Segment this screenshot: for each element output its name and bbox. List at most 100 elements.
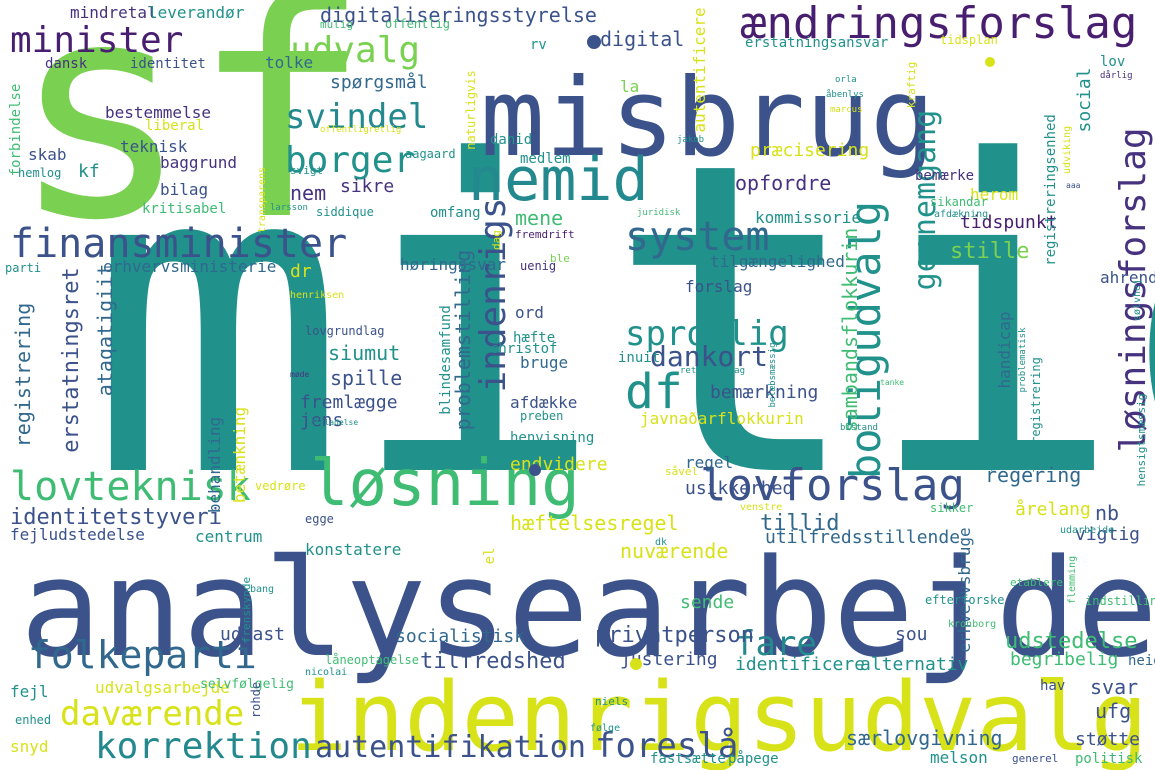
word-indenrigs: indenrigs [473,197,514,392]
word-mulig: mulig [320,18,353,31]
word-christof: christof [490,341,557,357]
word-etablere: etablere [1010,576,1063,589]
word-borger: borger [285,140,415,181]
word-udvalg: udvalg [290,30,420,71]
word-uenig: uenig [520,259,556,273]
word-nuværende: nuværende [620,539,728,563]
word-bemærkning: bemærkning [710,382,818,403]
word-teknisk: teknisk [120,137,188,156]
word-endvidere: endvidere [510,454,608,475]
word-dankort: dankort [650,340,768,373]
word-dk: dk [655,537,667,548]
word-rohde: rohde [249,682,263,718]
word-tillid: tillid [760,511,839,536]
word-vigtig: vigtig [1075,524,1140,545]
word-dag: dag [490,230,503,250]
word-autentifikation: autentifikation [315,730,586,765]
word-medlem: medlem [520,151,571,167]
word-låneoptagelse: låneoptagelse [325,653,419,667]
word-offentligretlig: offentligretlig [320,125,401,135]
word-spille: spille [330,366,402,390]
word-retsstilling: retsstilling [984,325,1005,455]
word-foreslå: foreslå [595,726,738,766]
word-kraftig: kraftig [905,62,918,108]
word-præcisering: præcisering [750,140,869,161]
word-bruge: bruge [520,353,568,372]
word-korrektion: korrektion [95,726,312,767]
word-henriksen: henriksen [290,290,344,301]
word-hav: hav [1040,678,1065,694]
word-df: df [625,364,683,420]
word-flemming: flemming [1067,556,1078,604]
word-danid: danid [490,132,532,148]
word-gennemgang: gennemgang [908,110,943,291]
word-marcus: marcus [830,105,863,115]
word-la: la [620,77,639,96]
word-indenrigsudvalg: indenrigsudvalg [290,663,1148,770]
word-hæftelsesregel: hæftelsesregel [510,511,679,535]
word-svindel: svindel [285,97,428,137]
word-påpege: påpege [728,750,779,767]
word-svigt: svigt [290,164,323,177]
word-dansk: dansk [45,56,88,72]
word-bang: bang [250,584,274,595]
word-lovgrundlag: lovgrundlag [305,324,384,338]
word-tanke: tanke [880,378,904,387]
word-mitid: mitid [88,72,1155,572]
word-snyd: snyd [10,737,49,756]
word-heidi: heidi [1128,653,1155,669]
word-lovforslag: lovforslag [700,460,965,511]
word-hensigtsmæssig: hensigtsmæssig [1135,394,1148,487]
word-ændringsforslag: ændringsforslag [740,0,1137,49]
word-møde: møde [290,370,309,379]
word-udkast: udkast [220,624,285,645]
word-svar: svar [1090,675,1138,699]
word-liberal: liberal [145,118,204,134]
word-løsningsforslag: løsningsforslag [1113,127,1154,452]
word-sikandar: sikandar [930,195,988,209]
word-tilgængelighed: tilgængelighed [710,252,845,271]
word-identitetstyveri: identitetstyveri [10,505,222,530]
word-lovteknisk: lovteknisk [10,464,251,510]
dot-mark-2 [985,57,995,67]
word-socialistisk: socialistisk [395,626,525,647]
word-siddique: siddique [316,205,374,219]
word-digitaliseringsstyrelse: digitaliseringsstyrelse [320,3,597,27]
word-handicap: handicap [995,311,1014,388]
word-såvel: såvel [665,465,698,478]
word-daværende: daværende [60,694,244,734]
word-problemstilling: problemstilling [451,250,475,431]
word-misbrug: misbrug [480,56,935,181]
word-nicolai: nicolai [305,667,347,678]
word-aagaard: aagaard [405,147,456,161]
word-støtte: støtte [1075,729,1140,750]
word-fejludstedelse: fejludstedelse [10,525,145,544]
word-sproglig: sproglig [625,314,789,354]
word-bestemmelse: bestemmelse [105,103,211,122]
word-mene: mene [515,206,563,230]
word-afdække: afdække [510,393,577,412]
word-kf: kf [78,161,100,182]
word-dr: dr [290,261,312,282]
word-problematisk: problematisk [1018,327,1028,393]
word-bistand: bistand [840,423,878,433]
word-registrering: registrering [11,303,35,448]
word-erhvervsbruge: erhvervsbruge [955,527,974,652]
word-privatperson: privatperson [595,623,754,648]
word-spørgsmål: spørgsmål [330,72,428,93]
word-identificere: identificere [735,654,865,675]
word-folkeparti: folkeparti [28,633,257,677]
word-fejl: fejl [10,682,49,701]
word-omfang: omfang [430,205,481,221]
word-henvisning: henvisning [510,430,594,446]
word-udviking: udviking [1062,126,1073,174]
word-nemid: nemid [468,145,649,215]
word-frenskynde: frenskynde [240,577,253,643]
word-bemærke: bemærke [915,168,974,184]
word-alternativ: alternativ [860,654,968,675]
word-behandling: behandling [205,417,224,513]
word-baggrund: baggrund [160,153,237,172]
word-javnaðarflokkurin: javnaðarflokkurin [640,409,804,428]
word-enhed: enhed [15,713,51,727]
